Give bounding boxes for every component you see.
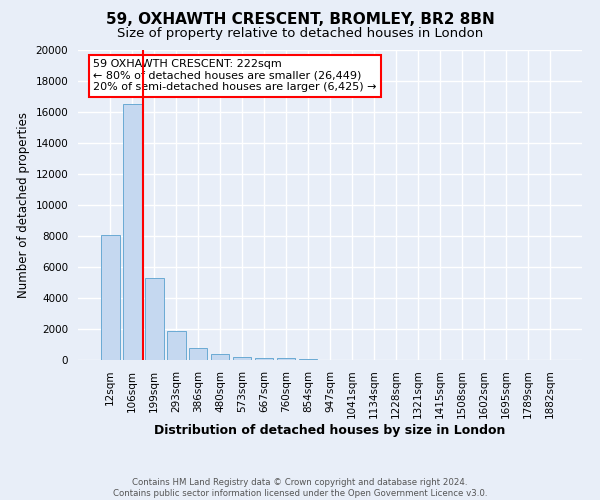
Bar bbox=[299, 359, 317, 360]
Bar bbox=[123, 104, 142, 360]
X-axis label: Distribution of detached houses by size in London: Distribution of detached houses by size … bbox=[154, 424, 506, 437]
Bar bbox=[167, 332, 185, 360]
Bar bbox=[189, 348, 208, 360]
Bar bbox=[101, 235, 119, 360]
Text: Size of property relative to detached houses in London: Size of property relative to detached ho… bbox=[117, 28, 483, 40]
Bar bbox=[277, 358, 295, 360]
Text: 59, OXHAWTH CRESCENT, BROMLEY, BR2 8BN: 59, OXHAWTH CRESCENT, BROMLEY, BR2 8BN bbox=[106, 12, 494, 28]
Text: 59 OXHAWTH CRESCENT: 222sqm
← 80% of detached houses are smaller (26,449)
20% of: 59 OXHAWTH CRESCENT: 222sqm ← 80% of det… bbox=[93, 60, 377, 92]
Bar bbox=[255, 358, 274, 360]
Text: Contains HM Land Registry data © Crown copyright and database right 2024.
Contai: Contains HM Land Registry data © Crown c… bbox=[113, 478, 487, 498]
Bar bbox=[145, 278, 164, 360]
Y-axis label: Number of detached properties: Number of detached properties bbox=[17, 112, 30, 298]
Bar bbox=[233, 357, 251, 360]
Bar bbox=[211, 354, 229, 360]
